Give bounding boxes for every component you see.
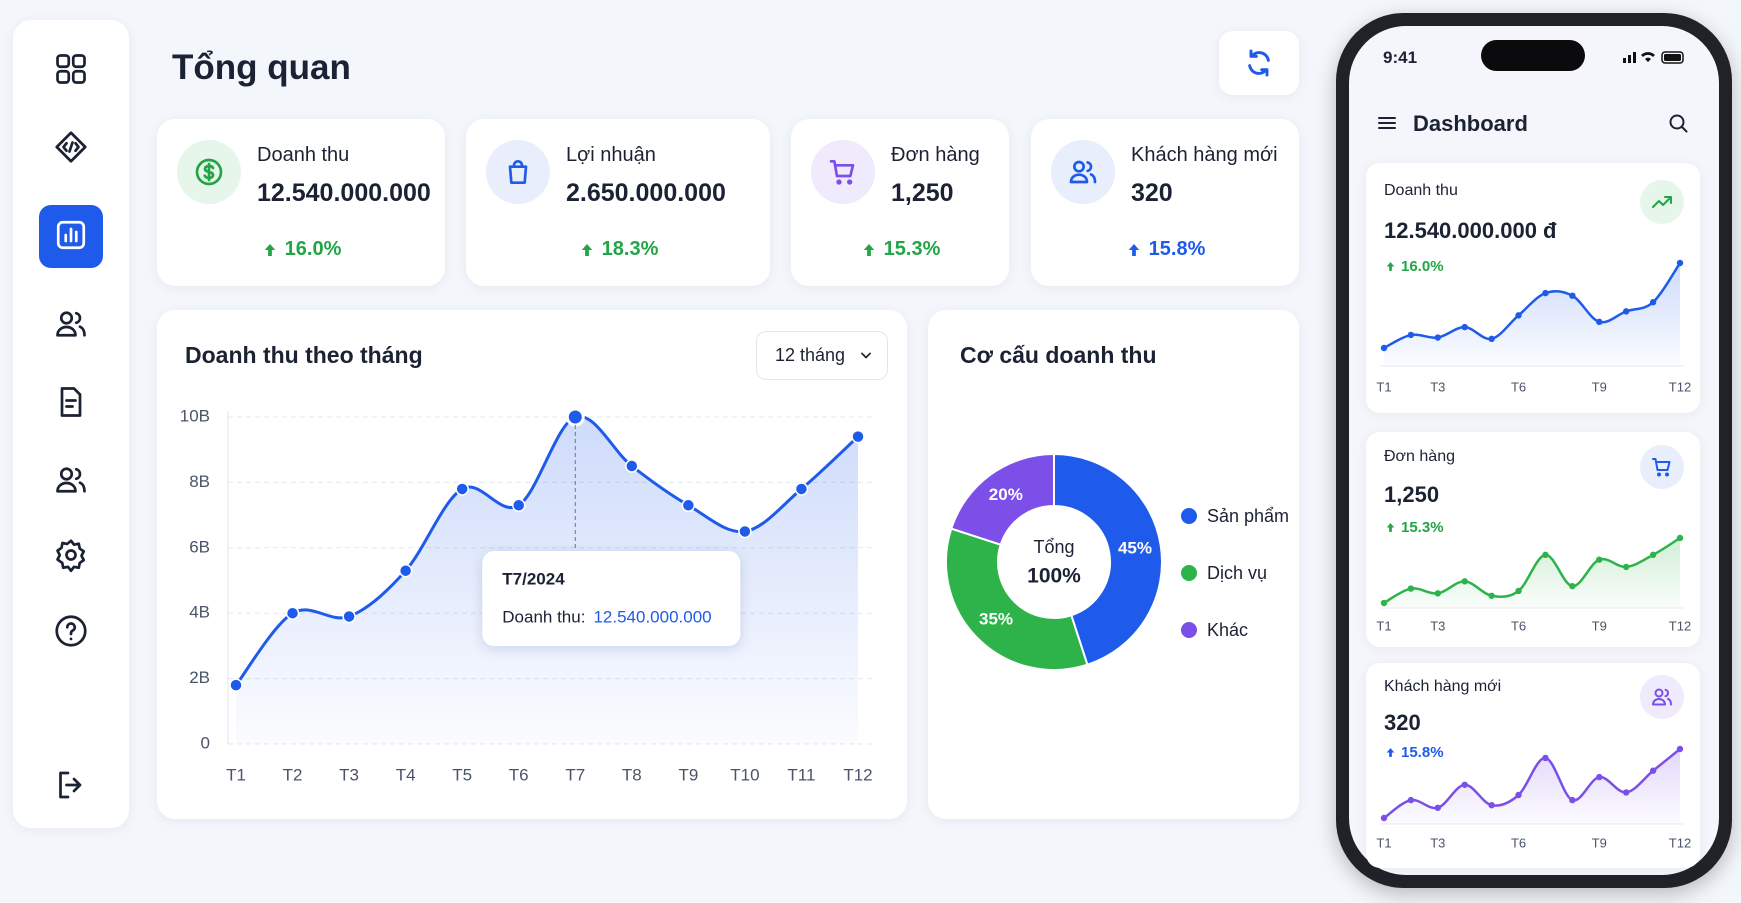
- kpi-change-value: 16.0%: [284, 238, 342, 260]
- up-arrow: [1386, 262, 1395, 271]
- kpi-label: Doanh thu: [257, 144, 350, 166]
- phone-card-value: 320: [1384, 710, 1421, 735]
- phone-change-value: 15.3%: [1401, 519, 1444, 536]
- phone-card-label: Khách hàng mới: [1384, 678, 1502, 695]
- kpi-card: Đơn hàng 1,250 15.3%: [791, 119, 1009, 286]
- kpi-label: Lợi nhuận: [566, 144, 656, 166]
- kpi-value: 1,250: [891, 179, 954, 207]
- line-chart-card: [157, 310, 907, 819]
- kpi-label: Đơn hàng: [891, 144, 980, 166]
- kpi-value: 12.540.000.000: [257, 179, 431, 207]
- up-arrow: [1386, 523, 1395, 532]
- phone-card-change: 15.8%: [1384, 744, 1444, 761]
- kpi-change: 16.0%: [157, 238, 445, 261]
- phone-card-label: Doanh thu: [1384, 182, 1458, 199]
- up-arrow: [1386, 748, 1395, 757]
- kpi-change-value: 18.3%: [601, 238, 659, 260]
- phone-change-value: 15.8%: [1401, 744, 1444, 761]
- status-time: 9:41: [1383, 48, 1418, 67]
- phone-card-change: 16.0%: [1384, 258, 1444, 275]
- kpi-change: 15.3%: [791, 238, 1009, 261]
- phone-card-value: 12.540.000.000 đ: [1384, 218, 1557, 243]
- dropdown-label: 12 tháng: [775, 345, 846, 365]
- kpi-card: Lợi nhuận 2.650.000.000 18.3%: [466, 119, 770, 286]
- refresh-button[interactable]: [1219, 31, 1299, 95]
- up-arrow: [581, 243, 592, 256]
- kpi-card: Khách hàng mới 320 15.8%: [1031, 119, 1299, 286]
- kpi-label: Khách hàng mới: [1131, 144, 1278, 166]
- phone-change-value: 16.0%: [1401, 258, 1444, 275]
- page-title: Tổng quan: [172, 48, 351, 87]
- chart-title: Doanh thu theo tháng: [185, 342, 423, 368]
- kpi-change: 18.3%: [466, 238, 770, 261]
- phone-card: Đơn hàng 1,250 15.3%: [1366, 432, 1700, 647]
- kpi-value: 2.650.000.000: [566, 179, 726, 207]
- up-arrow: [264, 243, 275, 256]
- phone-card-value: 1,250: [1384, 482, 1440, 507]
- kpi-card: Doanh thu 12.540.000.000 16.0%: [157, 119, 445, 286]
- kpi-change: 15.8%: [1031, 238, 1299, 261]
- sidebar: [13, 20, 129, 828]
- phone-title: Dashboard: [1413, 111, 1528, 136]
- phone-card-label: Đơn hàng: [1384, 448, 1455, 465]
- donut-chart-card: [928, 310, 1299, 819]
- phone-notch: [1481, 40, 1585, 71]
- up-arrow: [863, 243, 874, 256]
- chart-title: Cơ cấu doanh thu: [960, 342, 1157, 368]
- kpi-change-value: 15.8%: [1148, 238, 1206, 260]
- phone-card-change: 15.3%: [1384, 519, 1444, 536]
- phone-card: Khách hàng mới 320 15.8%: [1366, 663, 1700, 868]
- kpi-value: 320: [1131, 179, 1173, 207]
- up-arrow: [1128, 243, 1139, 256]
- kpi-change-value: 15.3%: [883, 238, 941, 260]
- period-dropdown[interactable]: 12 tháng: [756, 331, 888, 380]
- phone-card: Doanh thu 12.540.000.000 đ 16.0%: [1366, 163, 1700, 413]
